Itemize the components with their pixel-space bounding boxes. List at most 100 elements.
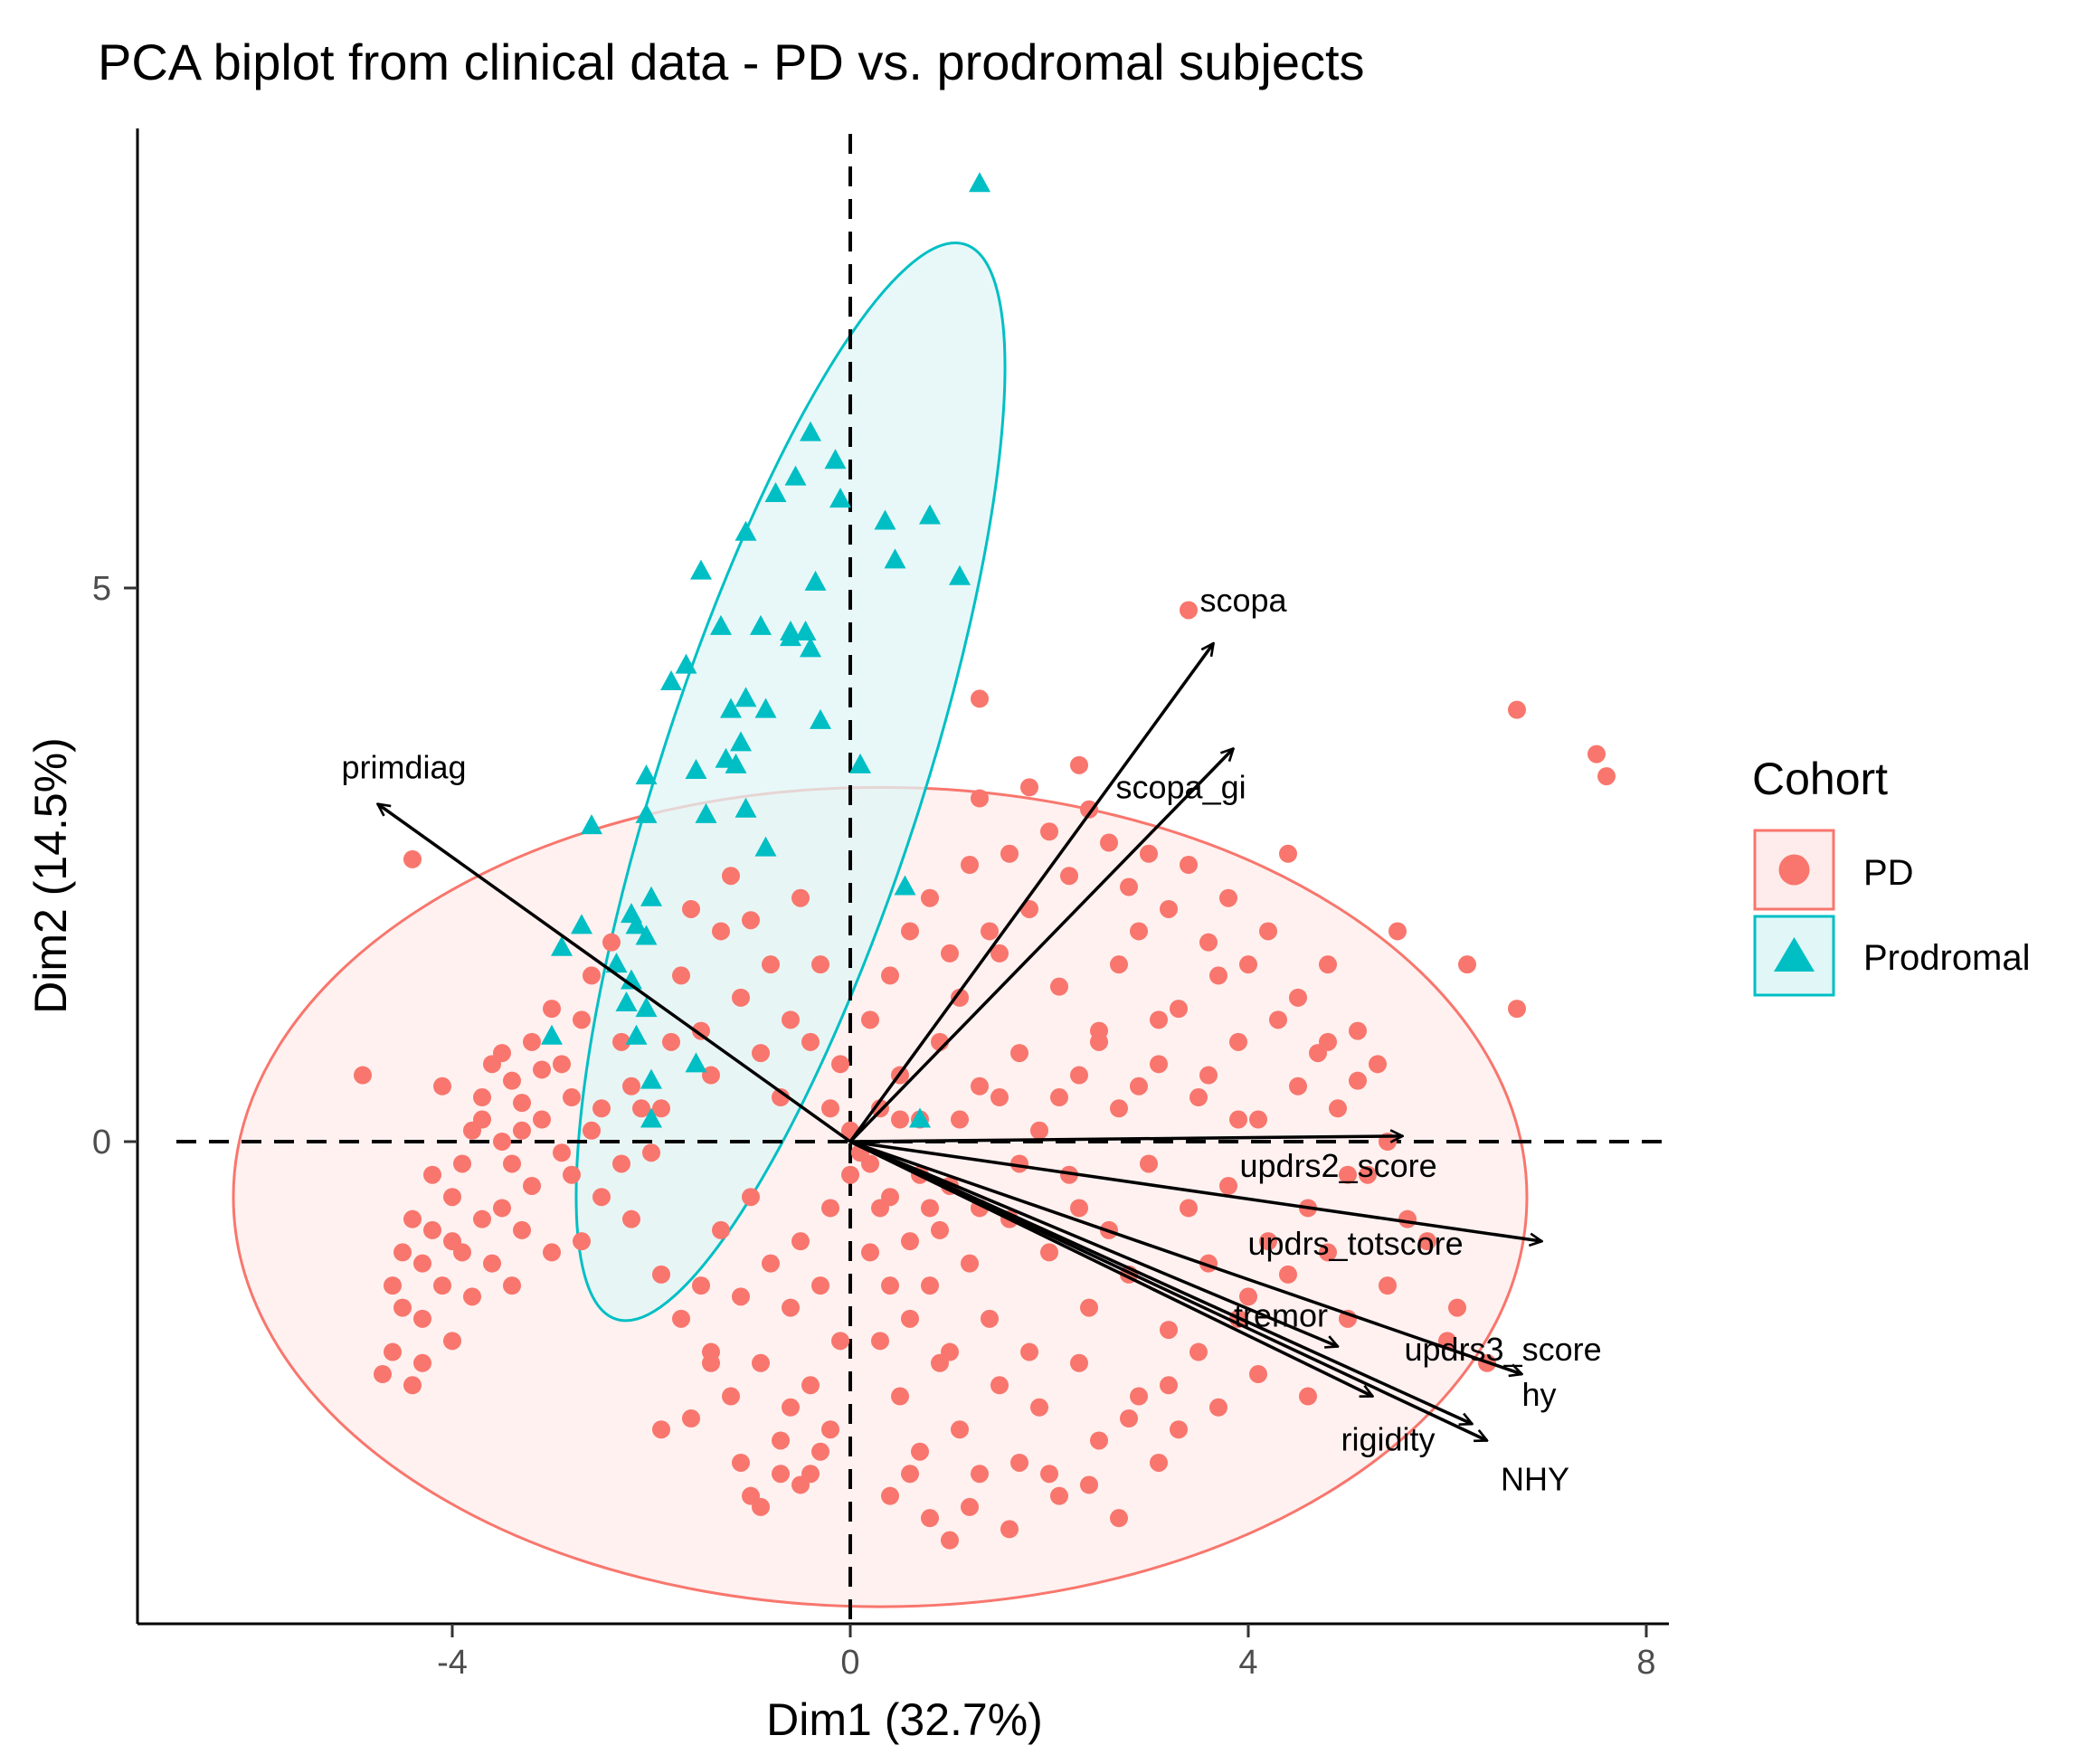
point-pd [990, 1376, 1009, 1395]
x-axis-label: Dim1 (32.7%) [766, 1694, 1043, 1745]
point-pd [1130, 1076, 1148, 1095]
point-pd [971, 689, 989, 708]
point-pd [672, 1309, 690, 1328]
point-pd [473, 1088, 491, 1107]
point-pd [1319, 955, 1337, 974]
point-prodromal [640, 1068, 662, 1089]
x-tick-label: 0 [840, 1644, 859, 1682]
point-pd [1030, 1121, 1048, 1140]
point-pd [543, 1000, 561, 1019]
point-pd [413, 1353, 431, 1372]
point-pd [1289, 988, 1307, 1007]
point-pd [881, 1276, 899, 1295]
point-pd [662, 1032, 680, 1051]
point-prodromal [685, 1052, 707, 1073]
point-prodromal [734, 797, 757, 818]
point-pd [752, 1353, 770, 1372]
point-pd [871, 1199, 889, 1218]
point-pd [1199, 933, 1218, 952]
point-pd [821, 1199, 839, 1218]
point-pd [573, 1232, 591, 1251]
point-pd [1209, 1398, 1227, 1417]
point-pd [652, 1099, 670, 1118]
point-prodromal [551, 935, 573, 956]
point-pd [1319, 1243, 1337, 1262]
point-prodromal [675, 653, 697, 674]
point-pd [503, 1276, 521, 1295]
point-pd [1090, 1431, 1108, 1450]
loading-label-updrs3_score: updrs3_score [1405, 1331, 1602, 1368]
point-pd [1289, 1076, 1307, 1095]
point-pd [732, 1287, 750, 1306]
point-pd [1229, 1032, 1247, 1051]
point-pd [891, 1110, 909, 1129]
point-pd [433, 1076, 451, 1095]
point-pd [951, 1110, 969, 1129]
point-pd [1359, 1165, 1377, 1184]
point-pd [801, 1032, 820, 1051]
loading-arrow-nhy [849, 1140, 1487, 1440]
point-pd [1140, 844, 1158, 863]
point-pd [592, 1188, 611, 1207]
point-pd [772, 1088, 790, 1107]
point-prodromal [849, 753, 871, 773]
point-pd [752, 1044, 770, 1063]
point-pd [921, 888, 939, 907]
legend-circle-icon [1778, 854, 1810, 886]
point-pd [1050, 977, 1068, 996]
point-pd [1070, 755, 1088, 774]
point-pd [1379, 1276, 1397, 1295]
point-prodromal [640, 886, 662, 906]
point-pd [1130, 922, 1148, 941]
point-pd [443, 1188, 461, 1207]
point-pd [732, 988, 750, 1007]
point-pd [1299, 1387, 1317, 1406]
loading-label-updrs2_score: updrs2_score [1240, 1147, 1437, 1184]
point-pd [543, 1243, 561, 1262]
point-pd [1150, 1453, 1168, 1472]
point-pd [513, 1220, 531, 1239]
point-pd [801, 1465, 820, 1484]
point-pd [1040, 822, 1058, 841]
point-pd [1597, 767, 1616, 786]
point-pd [503, 1154, 521, 1173]
legend-triangle-icon [1774, 937, 1815, 972]
point-pd [513, 1121, 531, 1140]
point-prodromal [660, 670, 682, 691]
point-pd [1319, 1032, 1337, 1051]
point-pd [961, 1254, 979, 1273]
point-pd [1150, 1010, 1168, 1029]
point-pd [1020, 778, 1038, 797]
point-pd [1040, 1465, 1058, 1484]
point-pd [722, 1387, 740, 1406]
point-pd [1130, 1387, 1148, 1406]
point-pd [553, 1143, 571, 1162]
point-pd [901, 1232, 919, 1251]
point-pd [1170, 1420, 1188, 1439]
point-pd [742, 1486, 760, 1505]
point-pd [413, 1309, 431, 1328]
point-pd [622, 1209, 640, 1228]
data-points [354, 172, 1616, 1550]
point-pd [782, 1010, 800, 1029]
point-pd [563, 1088, 581, 1107]
point-pd [423, 1220, 441, 1239]
point-pd [772, 1465, 790, 1484]
point-pd [881, 966, 899, 985]
point-pd [782, 1298, 800, 1317]
point-prodromal [635, 764, 658, 785]
loading-arrow-scopa [848, 643, 1214, 1143]
point-pd [911, 1442, 929, 1461]
point-pd [871, 1099, 889, 1118]
point-pd [1239, 955, 1257, 974]
point-pd [732, 1453, 750, 1472]
x-tick-label: 4 [1238, 1644, 1257, 1682]
point-prodromal [764, 481, 787, 502]
point-pd [1209, 966, 1227, 985]
point-pd [1349, 1071, 1367, 1090]
point-pd [811, 1276, 829, 1295]
point-pd [1259, 922, 1277, 941]
confidence-ellipses [232, 242, 1529, 1608]
chart-title: PCA biplot from clinical data - PD vs. p… [98, 33, 1365, 90]
